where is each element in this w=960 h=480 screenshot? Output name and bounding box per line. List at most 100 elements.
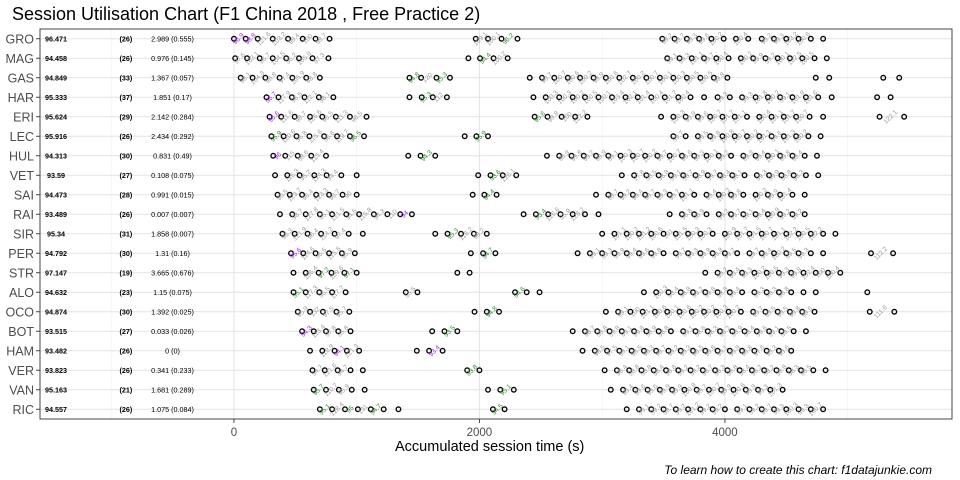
lap-marker — [302, 211, 309, 218]
lap-marker — [778, 328, 785, 335]
lap-marker — [665, 289, 672, 296]
lap-marker — [485, 386, 491, 393]
lap-marker — [740, 191, 747, 198]
lap-marker — [269, 55, 276, 62]
lap-marker — [623, 230, 630, 237]
lap-marker — [558, 113, 565, 120]
lap-marker — [726, 289, 733, 296]
lap-marker — [731, 133, 738, 140]
lap-marker — [367, 406, 374, 413]
lap-marker — [789, 94, 796, 101]
lap-marker — [820, 113, 827, 120]
lap-marker — [643, 172, 650, 179]
lap-marker — [623, 406, 630, 413]
lap-marker — [551, 74, 558, 81]
best-lap-label: 94.473 — [45, 190, 67, 199]
lap-marker — [510, 386, 517, 393]
lap-marker — [284, 172, 291, 179]
lap-marker — [232, 55, 239, 62]
lap-marker — [310, 328, 317, 335]
lap-marker — [704, 328, 711, 335]
lap-marker — [828, 94, 835, 101]
lap-marker — [426, 347, 433, 354]
lap-time-label: 94 — [400, 209, 410, 219]
lap-marker — [473, 133, 480, 140]
lap-marker — [694, 133, 701, 140]
best-lap-label: 95.916 — [45, 132, 67, 141]
lap-marker — [331, 347, 338, 354]
lap-marker — [577, 74, 584, 81]
lap-marker — [290, 289, 297, 296]
lap-marker — [591, 347, 598, 354]
lap-marker — [636, 250, 642, 257]
lap-marker — [761, 367, 768, 374]
lap-marker — [739, 347, 746, 354]
lap-marker — [611, 250, 618, 257]
lap-marker — [799, 55, 806, 62]
lap-count-label: (31) — [120, 229, 133, 238]
lap-marker — [688, 55, 695, 62]
lap-marker — [347, 367, 354, 374]
lap-marker — [739, 94, 746, 101]
lap-marker — [512, 289, 518, 296]
lap-marker — [715, 152, 722, 159]
lap-marker — [584, 113, 591, 120]
lap-marker — [618, 172, 625, 179]
lap-marker — [702, 347, 709, 354]
lap-marker — [820, 406, 827, 413]
lap-count-label: (27) — [120, 327, 133, 336]
lap-marker — [694, 113, 701, 120]
lap-marker — [299, 328, 306, 335]
plot-panel — [40, 29, 952, 419]
chart-title: Session Utilisation Chart (F1 China 2018… — [12, 4, 481, 24]
lap-marker — [615, 308, 622, 315]
y-tick-label: HAR — [8, 91, 34, 105]
lap-count-label: (30) — [120, 249, 133, 258]
lap-marker — [648, 406, 655, 413]
lap-marker — [659, 35, 666, 42]
gap-label: 2.434 (0.292) — [151, 132, 194, 141]
lap-marker — [642, 152, 649, 159]
lap-marker — [418, 74, 425, 81]
lap-marker — [605, 152, 612, 159]
lap-marker — [542, 94, 549, 101]
lap-marker — [795, 406, 802, 413]
lap-marker — [820, 250, 827, 257]
lap-marker — [569, 211, 576, 218]
lap-count-label: (26) — [120, 346, 133, 355]
lap-marker — [230, 35, 237, 42]
lap-marker — [326, 250, 333, 257]
lap-marker — [687, 367, 694, 374]
lap-marker — [730, 386, 737, 393]
lap-marker — [254, 35, 261, 42]
lap-marker — [820, 35, 827, 42]
lap-marker — [763, 269, 770, 276]
lap-marker — [744, 133, 750, 140]
lap-marker — [333, 308, 340, 315]
y-tick-label: HUL — [9, 149, 34, 163]
lap-marker — [384, 211, 391, 218]
lap-marker — [532, 211, 539, 218]
lap-marker — [613, 367, 620, 374]
lap-marker — [601, 367, 608, 374]
y-tick-label: GRO — [6, 32, 35, 46]
lap-marker — [279, 230, 286, 237]
lap-marker — [774, 308, 781, 315]
lap-marker — [278, 113, 285, 120]
lap-marker — [676, 308, 683, 315]
lap-marker — [690, 347, 696, 354]
lap-marker — [864, 289, 871, 296]
lap-marker — [725, 308, 732, 315]
lap-marker — [514, 35, 521, 42]
lap-marker — [801, 191, 808, 198]
lap-marker — [308, 152, 315, 159]
gap-label: 0.976 (0.145) — [151, 54, 194, 63]
lap-marker — [617, 152, 624, 159]
lap-count-label: (29) — [120, 112, 133, 121]
lap-marker — [631, 172, 638, 179]
lap-marker — [464, 367, 471, 374]
lap-marker — [780, 113, 787, 120]
lap-marker — [736, 367, 743, 374]
y-tick-label: STR — [9, 266, 34, 280]
best-lap-label: 94.874 — [45, 307, 67, 316]
